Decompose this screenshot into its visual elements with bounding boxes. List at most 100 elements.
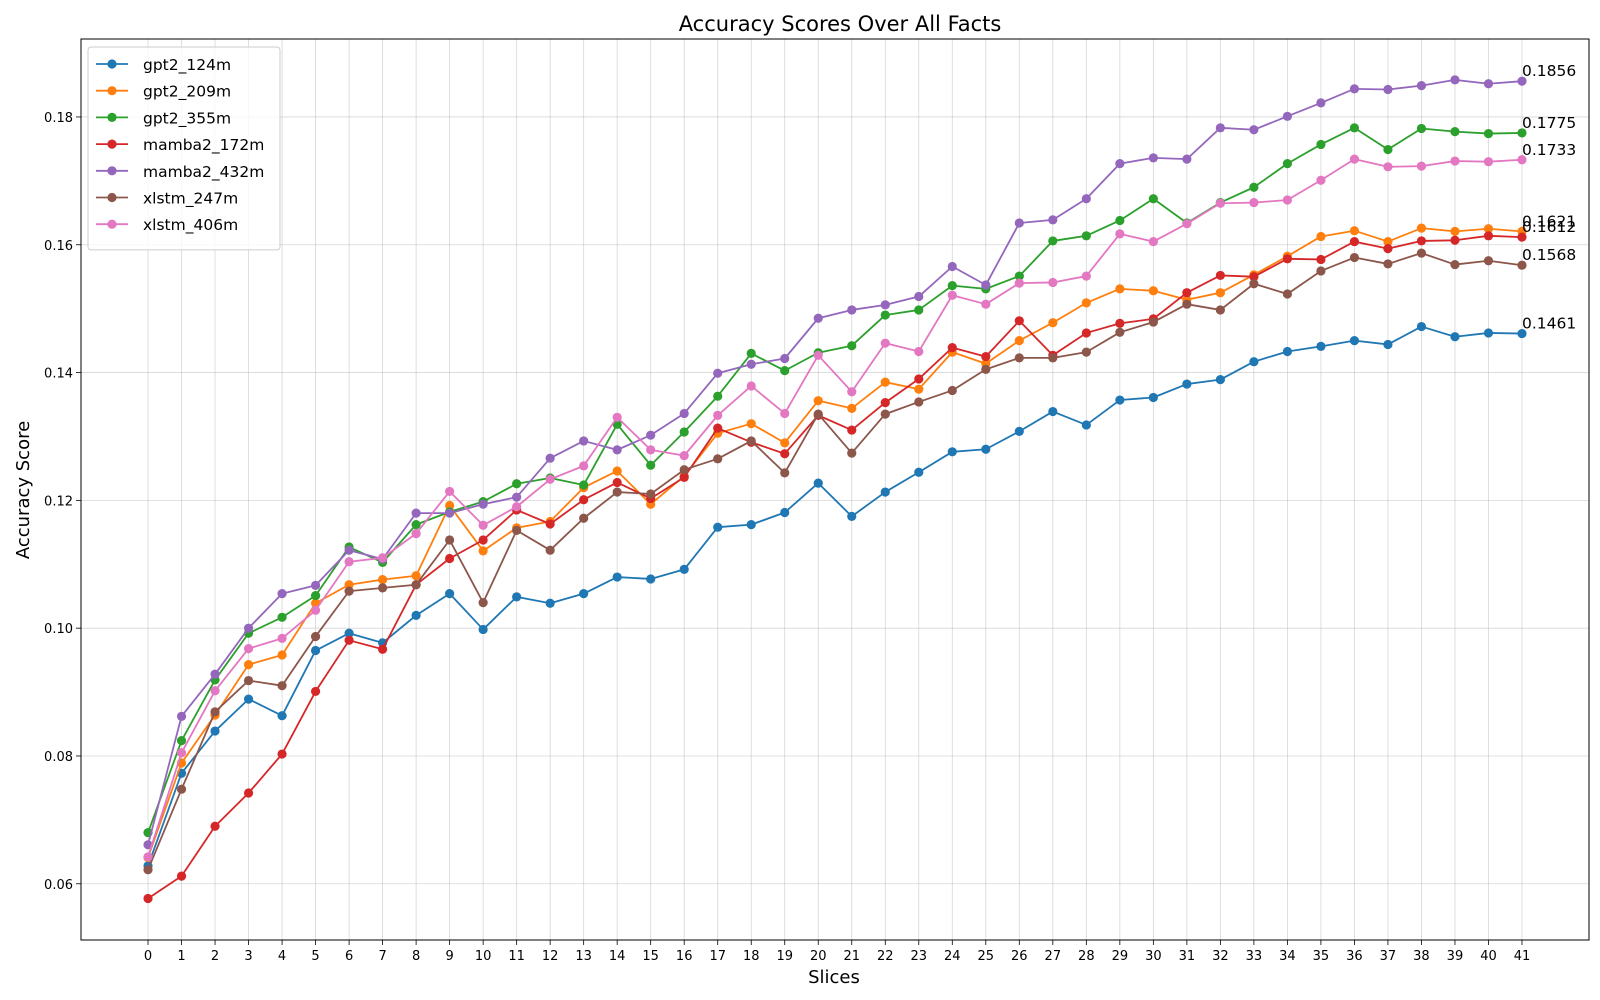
- data-point: [545, 453, 555, 463]
- data-point: [1182, 299, 1192, 309]
- series-line: [147, 325, 1522, 867]
- data-point: [713, 368, 723, 378]
- data-point: [210, 707, 220, 717]
- data-point: [847, 305, 857, 315]
- data-point: [277, 749, 287, 759]
- legend-label: mamba2_432m: [143, 163, 264, 182]
- data-point: [1282, 159, 1292, 169]
- data-point: [1483, 231, 1494, 241]
- data-point: [1416, 123, 1427, 134]
- data-point: [1450, 332, 1460, 342]
- data-point: [713, 410, 723, 420]
- data-point: [1517, 260, 1527, 270]
- data-point: [143, 852, 153, 862]
- legend-item: xlstm_406m: [96, 216, 238, 235]
- x-tick-label: 32: [1212, 949, 1229, 964]
- data-point: [243, 675, 254, 686]
- data-point: [1249, 272, 1259, 282]
- data-point: [746, 520, 756, 530]
- data-point: [780, 408, 790, 419]
- data-point: [1316, 98, 1326, 108]
- data-point: [1048, 353, 1058, 363]
- legend-marker: [107, 59, 117, 69]
- data-point: [981, 280, 991, 290]
- data-point: [1215, 270, 1225, 281]
- data-point: [679, 472, 689, 482]
- data-point: [1148, 194, 1158, 204]
- data-point: [1383, 243, 1393, 254]
- data-point: [512, 502, 522, 512]
- data-point: [679, 564, 689, 574]
- data-point: [243, 623, 254, 633]
- x-tick-label: 19: [776, 949, 793, 964]
- data-point: [310, 590, 321, 601]
- data-point: [947, 261, 957, 272]
- x-axis-label: Slices: [808, 967, 860, 988]
- data-point: [1416, 161, 1427, 171]
- end-value-label: 0.1856: [1522, 62, 1576, 80]
- data-point: [914, 467, 924, 477]
- data-point: [1014, 426, 1024, 436]
- data-point: [1014, 218, 1024, 228]
- x-tick-label: 20: [810, 949, 827, 964]
- data-point: [1316, 254, 1326, 265]
- y-tick-label: 0.06: [44, 878, 73, 893]
- x-tick-label: 23: [911, 949, 928, 964]
- data-point: [1416, 223, 1427, 233]
- data-point: [378, 553, 388, 563]
- data-point: [310, 645, 321, 656]
- data-point: [746, 419, 756, 429]
- data-point: [746, 381, 756, 391]
- data-point: [512, 479, 522, 489]
- data-point: [344, 557, 354, 567]
- data-point: [1014, 271, 1024, 281]
- y-tick-label: 0.08: [44, 750, 73, 765]
- x-tick-label: 15: [642, 949, 659, 964]
- data-point: [1349, 236, 1360, 247]
- data-point: [813, 396, 823, 406]
- data-point: [1148, 286, 1158, 296]
- data-point: [880, 397, 890, 408]
- data-point: [445, 535, 455, 545]
- x-tick-label: 1: [177, 949, 185, 964]
- data-point: [310, 580, 321, 590]
- x-tick-label: 34: [1279, 949, 1296, 964]
- series-line: [147, 158, 1523, 858]
- end-value-label: 0.1612: [1522, 218, 1576, 236]
- data-point: [612, 477, 622, 488]
- data-point: [914, 384, 924, 394]
- data-point: [713, 522, 723, 532]
- data-point: [981, 299, 991, 309]
- data-point: [646, 430, 656, 440]
- y-tick-label: 0.16: [44, 239, 73, 254]
- y-tick-label: 0.12: [44, 494, 73, 509]
- data-point: [981, 364, 991, 374]
- data-point: [176, 748, 187, 758]
- data-point: [1383, 144, 1393, 155]
- legend-label: gpt2_209m: [143, 83, 231, 102]
- x-tick-label: 13: [575, 949, 592, 964]
- y-tick-label: 0.14: [44, 367, 73, 382]
- data-point: [1517, 328, 1527, 339]
- data-point: [847, 511, 857, 521]
- data-point: [713, 423, 723, 433]
- legend-marker: [107, 86, 117, 96]
- data-point: [780, 353, 790, 364]
- data-point: [579, 436, 589, 446]
- data-point: [646, 460, 656, 470]
- data-point: [445, 589, 455, 599]
- data-point: [512, 492, 522, 502]
- data-point: [1014, 278, 1024, 288]
- data-point: [579, 480, 589, 490]
- data-point: [143, 865, 153, 875]
- data-point: [579, 495, 589, 505]
- legend-marker: [107, 192, 117, 203]
- data-point: [176, 784, 187, 794]
- data-point: [1383, 259, 1393, 269]
- data-point: [478, 624, 488, 635]
- data-point: [445, 553, 455, 564]
- legend-item: gpt2_355m: [96, 109, 231, 128]
- data-point: [1081, 271, 1091, 281]
- x-tick-label: 26: [1011, 949, 1028, 964]
